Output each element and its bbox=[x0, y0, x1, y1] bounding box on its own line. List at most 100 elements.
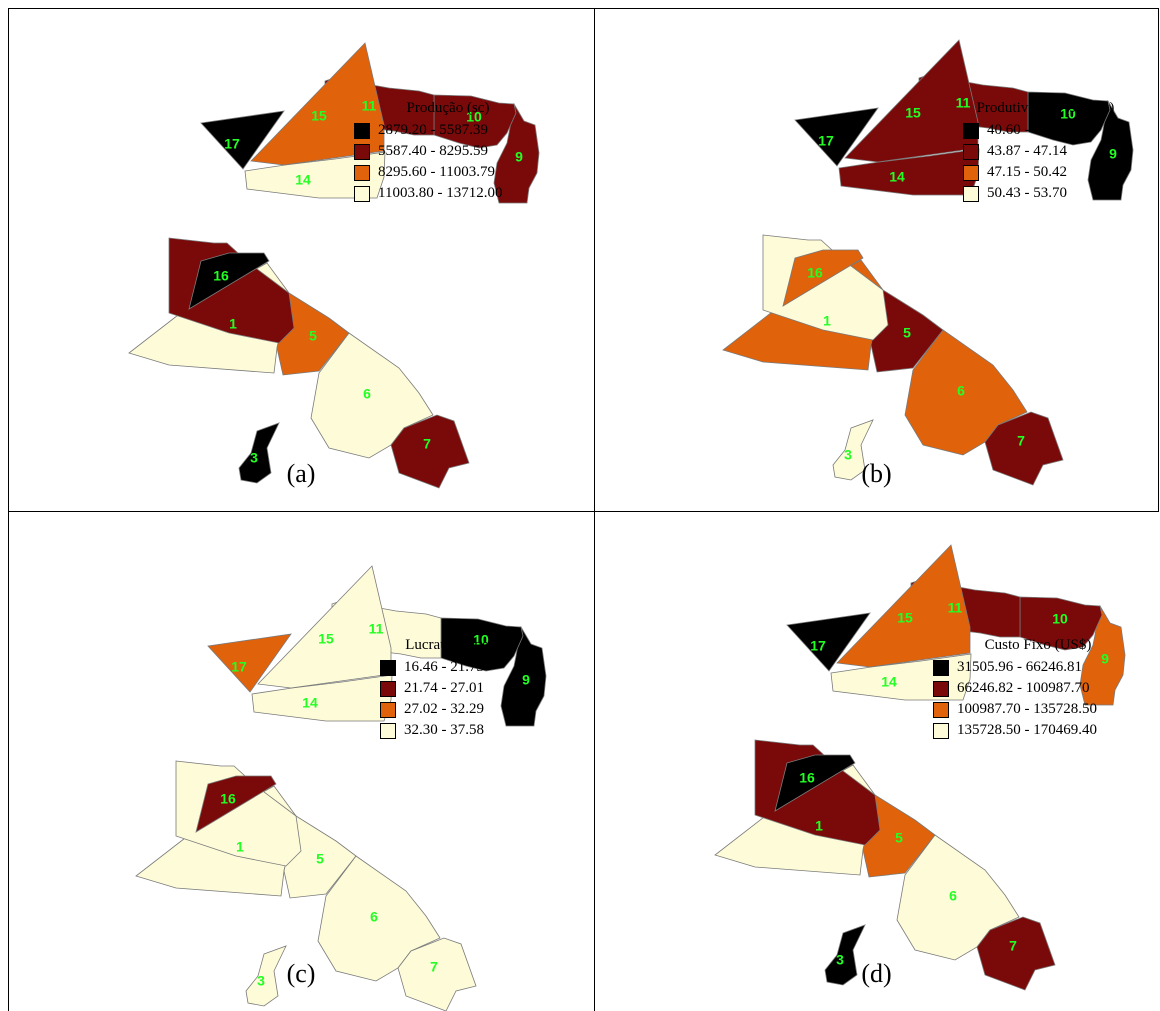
legend-swatch bbox=[380, 701, 396, 718]
plot-label-6: 6 bbox=[957, 383, 965, 399]
plot-label-16: 16 bbox=[220, 791, 236, 807]
map-legend: Produtividade (sc ha-¹) 40.60 - 43.86 43.8… bbox=[963, 100, 1128, 204]
plot-label-14: 14 bbox=[302, 695, 318, 711]
plot-17 bbox=[207, 633, 292, 693]
legend-label: 31505.96 - 66246.81 bbox=[957, 659, 1082, 675]
legend-label: 5587.40 - 8295.59 bbox=[378, 143, 488, 159]
plot-label-1: 1 bbox=[236, 839, 244, 855]
plot-label-11: 11 bbox=[369, 621, 384, 637]
plot-label-10: 10 bbox=[1060, 106, 1076, 122]
plot-label-14: 14 bbox=[889, 169, 905, 185]
legend-item: 2879.20 - 5587.39 bbox=[354, 120, 542, 141]
legend-label: 16.46 - 21.73 bbox=[404, 659, 484, 675]
legend-label: 50.43 - 53.70 bbox=[987, 185, 1067, 201]
plot-14 bbox=[244, 151, 386, 199]
map-legend: Produção (sc) 2879.20 - 5587.39 5587.40 - … bbox=[354, 100, 542, 204]
plot-5 bbox=[862, 794, 936, 878]
plot-label-15: 15 bbox=[318, 631, 334, 647]
legend-swatch bbox=[354, 164, 370, 181]
panel-b: 1 3 5 6 7 9 10 11 14 15 16 17 Produtividade (sc ha-¹… bbox=[595, 8, 1158, 511]
plot-label-17: 17 bbox=[224, 136, 240, 152]
legend-swatch bbox=[380, 680, 396, 697]
legend-label: 100987.70 - 135728.50 bbox=[957, 701, 1097, 717]
plot-label-5: 5 bbox=[316, 851, 324, 867]
panel-caption: (b) bbox=[861, 459, 892, 488]
grid-left-border bbox=[8, 8, 9, 1011]
plot-label-9: 9 bbox=[515, 149, 523, 165]
plot-label-1: 1 bbox=[815, 818, 823, 834]
plot-label-3: 3 bbox=[844, 447, 852, 463]
legend-label: 2879.20 - 5587.39 bbox=[378, 122, 488, 138]
plot-7 bbox=[397, 937, 477, 1011]
plot-10 bbox=[440, 617, 524, 672]
plot-14 bbox=[251, 674, 393, 722]
plot-label-5: 5 bbox=[309, 328, 317, 344]
legend-item: 100987.70 - 135728.50 bbox=[933, 699, 1143, 720]
legend-label: 11003.80 - 13712.00 bbox=[378, 185, 503, 201]
plot-9 bbox=[493, 102, 540, 204]
legend-item: 8295.60 - 11003.79 bbox=[354, 162, 542, 183]
plot-3 bbox=[824, 924, 866, 986]
plot-label-10: 10 bbox=[473, 632, 489, 648]
legend-swatch bbox=[380, 722, 396, 739]
plot-5 bbox=[276, 292, 350, 376]
legend-item: 50.43 - 53.70 bbox=[963, 183, 1128, 204]
plot-label-10: 10 bbox=[1052, 611, 1068, 627]
plot-7 bbox=[984, 411, 1064, 486]
legend-item: 47.15 - 50.42 bbox=[963, 162, 1128, 183]
plot-label-17: 17 bbox=[231, 659, 247, 675]
plot-label-7: 7 bbox=[430, 959, 438, 975]
legend-swatch bbox=[933, 701, 949, 718]
plot-label-5: 5 bbox=[903, 325, 911, 341]
panel-caption: (c) bbox=[286, 959, 316, 988]
plot-label-6: 6 bbox=[949, 888, 957, 904]
plot-label-16: 16 bbox=[213, 268, 229, 284]
plot-label-17: 17 bbox=[818, 133, 834, 149]
legend-swatch bbox=[933, 722, 949, 739]
plot-16 bbox=[188, 252, 270, 310]
legend-swatch bbox=[933, 659, 949, 676]
plot-label-10: 10 bbox=[466, 109, 482, 125]
plot-17 bbox=[786, 612, 871, 672]
legend-label: 8295.60 - 11003.79 bbox=[378, 164, 495, 180]
grid-right-border bbox=[1158, 8, 1159, 511]
plot-label-15: 15 bbox=[311, 108, 327, 124]
figure-grid: 1 3 5 6 7 9 10 11 14 15 16 17 Produção (sc) 2879.20 -… bbox=[8, 8, 1159, 1011]
plot-17 bbox=[794, 107, 879, 167]
legend-label: 32.30 - 37.58 bbox=[404, 722, 484, 738]
plot-label-1: 1 bbox=[823, 313, 831, 329]
legend-item: 5587.40 - 8295.59 bbox=[354, 141, 542, 162]
plot-9 bbox=[500, 625, 547, 727]
plot-label-5: 5 bbox=[895, 830, 903, 846]
plot-9 bbox=[1087, 99, 1134, 201]
plot-label-9: 9 bbox=[1101, 651, 1109, 667]
plot-7 bbox=[976, 916, 1056, 991]
legend-item: 21.74 - 27.01 bbox=[380, 678, 540, 699]
legend-item: 43.87 - 47.14 bbox=[963, 141, 1128, 162]
plot-3 bbox=[238, 422, 280, 484]
legend-item: 135728.50 - 170469.40 bbox=[933, 720, 1143, 741]
legend-item: 32.30 - 37.58 bbox=[380, 720, 540, 741]
panel-d: 1 3 5 6 7 9 10 11 14 15 16 17 Custo Fixo (US$) 31505.… bbox=[595, 512, 1158, 1011]
legend-item: 27.02 - 32.29 bbox=[380, 699, 540, 720]
plot-16 bbox=[195, 775, 277, 833]
plot-label-3: 3 bbox=[250, 450, 258, 466]
plot-label-15: 15 bbox=[897, 610, 913, 626]
legend-swatch bbox=[354, 143, 370, 160]
plot-17 bbox=[200, 110, 285, 170]
legend-label: 66246.82 - 100987.70 bbox=[957, 680, 1090, 696]
plot-label-9: 9 bbox=[1109, 146, 1117, 162]
plot-label-11: 11 bbox=[956, 95, 971, 111]
plot-5 bbox=[870, 289, 944, 373]
plot-10 bbox=[433, 94, 517, 149]
legend-item: 40.60 - 43.86 bbox=[963, 120, 1128, 141]
plot-label-16: 16 bbox=[807, 265, 823, 281]
map-svg: 1 3 5 6 7 9 10 11 14 15 16 17 bbox=[135, 565, 547, 1011]
plot-7 bbox=[390, 414, 470, 489]
grid-top-border bbox=[8, 8, 1159, 9]
grid-middle-border bbox=[8, 511, 1159, 512]
plot-label-16: 16 bbox=[799, 770, 815, 786]
legend-item: 11003.80 - 13712.00 bbox=[354, 183, 542, 204]
plot-15 bbox=[836, 544, 971, 668]
grid-center-border bbox=[594, 8, 595, 1011]
